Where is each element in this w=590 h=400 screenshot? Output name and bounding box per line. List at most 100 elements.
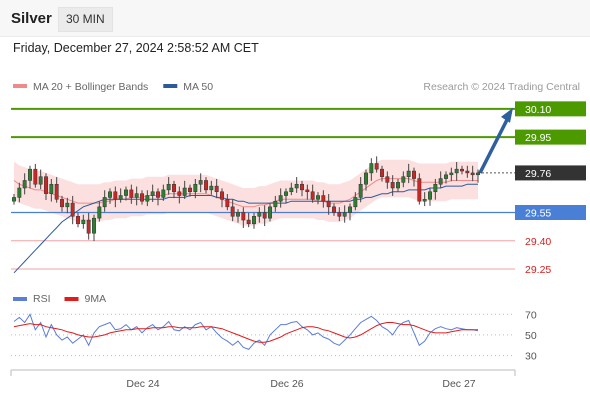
- candle: [257, 207, 262, 223]
- candle: [188, 184, 192, 197]
- price-legend: MA 20 + Bollinger Bands MA 50: [13, 81, 213, 93]
- candle: [358, 177, 363, 203]
- candle-body: [113, 191, 118, 200]
- candle: [262, 205, 267, 227]
- candle: [70, 195, 75, 225]
- candle-body: [316, 195, 320, 200]
- candle-body: [60, 199, 64, 208]
- candle-body: [204, 180, 208, 191]
- candle-body: [289, 187, 294, 193]
- candle-body: [438, 178, 443, 185]
- candle-body: [326, 200, 331, 208]
- candle: [102, 190, 107, 212]
- candle-body: [150, 191, 155, 196]
- x-tick-label: Dec 27: [442, 378, 475, 390]
- candle-body: [118, 195, 123, 200]
- candle: [198, 173, 203, 193]
- candle-body: [273, 200, 278, 208]
- candle-body: [188, 187, 192, 193]
- forecast-arrow: [478, 107, 513, 174]
- candle-body: [444, 174, 448, 179]
- candle-body: [460, 168, 464, 172]
- candle: [326, 194, 331, 215]
- candle-body: [369, 163, 374, 174]
- candle-body: [310, 191, 315, 200]
- candle-body: [102, 197, 107, 208]
- candle: [108, 188, 112, 204]
- candle-body: [284, 191, 288, 196]
- candle: [470, 165, 475, 182]
- candle: [406, 163, 411, 184]
- candle: [236, 209, 240, 223]
- candle-body: [193, 183, 198, 193]
- x-tick-label: Dec 24: [126, 378, 159, 390]
- legend-label: MA 50: [183, 81, 213, 93]
- candle: [332, 203, 336, 216]
- level-label: 29.76: [525, 168, 551, 180]
- candle-body: [161, 189, 166, 198]
- candle-body: [38, 176, 43, 185]
- ma50-line: [13, 183, 478, 274]
- candle-body: [246, 219, 251, 225]
- candle: [12, 194, 16, 205]
- candle-body: [214, 185, 219, 193]
- candle: [433, 178, 438, 200]
- candle-body: [166, 183, 171, 191]
- candle: [230, 199, 235, 222]
- candle: [252, 212, 256, 229]
- candle-body: [305, 189, 310, 193]
- candle: [385, 171, 390, 189]
- candle: [369, 158, 374, 181]
- candle-body: [332, 206, 336, 213]
- candle-body: [172, 183, 176, 193]
- candle-body: [262, 212, 267, 219]
- candle-body: [406, 170, 411, 177]
- candle: [337, 207, 342, 222]
- candle: [38, 169, 43, 190]
- candle-body: [428, 191, 432, 200]
- candle-body: [230, 206, 235, 217]
- candle-body: [390, 182, 395, 189]
- rsi-tick-label: 30: [525, 351, 537, 363]
- candle-body: [358, 183, 363, 198]
- candle: [273, 195, 278, 212]
- candle-body: [337, 212, 342, 217]
- candle: [310, 184, 315, 203]
- candle: [150, 184, 155, 202]
- candle: [348, 203, 352, 221]
- candle: [465, 165, 470, 178]
- candle: [118, 188, 123, 203]
- candle: [380, 165, 384, 182]
- candle-body: [300, 183, 304, 191]
- candle: [422, 192, 427, 207]
- candle-body: [140, 193, 144, 202]
- candle-body: [278, 195, 283, 202]
- candle: [92, 214, 96, 242]
- candle: [209, 180, 214, 195]
- candle: [54, 177, 59, 203]
- candle: [396, 178, 400, 192]
- candle: [145, 190, 150, 207]
- candle-body: [76, 216, 80, 225]
- legend-swatch: [163, 84, 178, 88]
- candle: [316, 192, 320, 205]
- candle-body: [92, 217, 96, 234]
- candle: [353, 192, 358, 211]
- candle: [172, 180, 176, 199]
- candle: [214, 178, 219, 199]
- candle: [65, 197, 70, 214]
- candle-body: [12, 197, 16, 202]
- candle-body: [385, 176, 390, 183]
- candle-body: [70, 202, 75, 217]
- candle-body: [348, 206, 352, 213]
- candle-body: [476, 172, 480, 176]
- candle-body: [81, 219, 86, 225]
- candle: [28, 165, 32, 189]
- candle-body: [374, 163, 379, 170]
- rsi-line: [13, 313, 479, 350]
- timeframe-button[interactable]: 30 MIN: [58, 7, 113, 32]
- candle: [113, 186, 118, 208]
- candle-body: [449, 172, 454, 176]
- candle-body: [33, 168, 38, 185]
- candle: [268, 203, 272, 222]
